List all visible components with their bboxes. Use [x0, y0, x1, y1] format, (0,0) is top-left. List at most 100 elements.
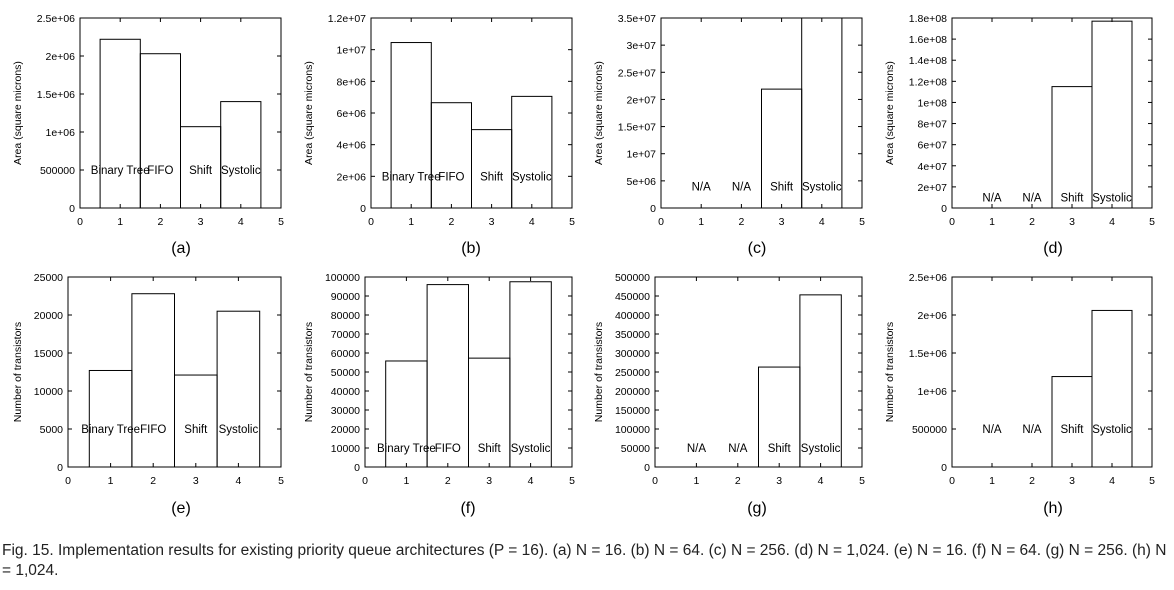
y-tick-label: 500000: [912, 424, 947, 436]
bar-label: FIFO: [147, 165, 173, 177]
y-axis-label: Number of transistors: [303, 322, 315, 422]
x-tick-label: 0: [949, 475, 955, 487]
x-tick-label: 1: [108, 475, 114, 487]
y-tick-label: 0: [354, 462, 360, 474]
x-tick-label: 3: [1069, 216, 1075, 228]
y-axis-label: Number of transistors: [884, 322, 896, 422]
y-tick-label: 2e+07: [918, 182, 948, 194]
chart-panel-e: 0 5000 10000 15000 20000 25000 0 1 2 3 4 5 Binary Tr…: [12, 272, 284, 517]
bar: [88, 369, 133, 468]
y-tick-label: 350000: [615, 329, 650, 341]
x-tick-label: 3: [193, 475, 199, 487]
chart-panel-b: 0 2e+06 4e+06 6e+06 8e+06 1e+07 1.2e+07 0 1 2 3 4 5 B…: [303, 13, 575, 257]
bar: [99, 38, 141, 209]
y-tick-label: 0: [57, 462, 63, 474]
bar: [509, 281, 552, 468]
y-tick-label: 0: [644, 462, 650, 474]
y-tick-label: 2.5e+07: [618, 67, 656, 79]
y-tick-label: 0: [941, 462, 947, 474]
y-tick-label: 6e+07: [918, 140, 948, 152]
y-tick-label: 500000: [40, 165, 75, 177]
x-tick-label: 2: [448, 216, 454, 228]
x-tick-label: 0: [949, 216, 955, 228]
bar-label: Shift: [184, 424, 208, 436]
x-tick-label: 3: [198, 216, 204, 228]
y-tick-label: 2e+07: [627, 94, 657, 106]
y-tick-label: 15000: [34, 348, 63, 360]
y-tick-label: 500000: [615, 272, 650, 284]
y-tick-label: 70000: [331, 329, 360, 341]
bar: [471, 129, 513, 209]
y-tick-label: 8e+06: [337, 76, 367, 88]
x-tick-label: 4: [235, 475, 241, 487]
panel-label: (e): [171, 500, 191, 517]
bar-label: N/A: [692, 181, 712, 193]
bar-label: N/A: [982, 192, 1002, 204]
y-tick-label: 80000: [331, 310, 360, 322]
y-tick-label: 400000: [615, 310, 650, 322]
y-tick-label: 2.5e+06: [37, 13, 75, 25]
bar: [430, 102, 472, 209]
bar-label: Binary Tree: [81, 424, 140, 436]
x-tick-label: 0: [652, 475, 658, 487]
panel-label: (d): [1043, 240, 1063, 257]
x-tick-label: 0: [658, 216, 664, 228]
bar-label: Systolic: [1092, 424, 1132, 436]
y-tick-label: 3.5e+07: [618, 13, 656, 25]
y-tick-label: 1.4e+08: [909, 55, 947, 67]
bar-label: Binary Tree: [377, 443, 436, 455]
y-tick-label: 4e+07: [918, 161, 948, 173]
y-tick-label: 60000: [331, 348, 360, 360]
bar: [799, 294, 842, 468]
bar-label: Systolic: [512, 171, 552, 183]
y-tick-label: 100000: [325, 272, 360, 284]
panel-label: (a): [171, 240, 191, 257]
y-tick-label: 90000: [331, 291, 360, 303]
chart-panel-d: 0 2e+07 4e+07 6e+07 8e+07 1e+08 1.2e+08 1.4e+08…: [884, 13, 1155, 257]
y-tick-label: 1e+06: [918, 386, 948, 398]
bar: [139, 53, 182, 209]
bar-label: Shift: [480, 171, 504, 183]
y-tick-label: 1.5e+06: [909, 348, 947, 360]
bar-label: Binary Tree: [91, 165, 150, 177]
panel-label: (f): [460, 500, 475, 517]
x-tick-label: 2: [738, 216, 744, 228]
chart-panel-g: 0500001000001500002000002500003000003500…: [593, 272, 865, 517]
y-tick-label: 1.6e+08: [909, 34, 947, 46]
bar-label: Systolic: [511, 443, 551, 455]
y-tick-label: 2e+06: [46, 51, 76, 63]
y-tick-label: 0: [941, 203, 947, 215]
bar-label: Systolic: [801, 443, 841, 455]
bar: [1051, 86, 1093, 209]
x-tick-label: 4: [818, 475, 824, 487]
chart-panel-h: 0 500000 1e+06 1.5e+06 2e+06 2.5e+06 0 1 2 3 4 5 N/A…: [884, 272, 1155, 517]
y-tick-label: 1.2e+08: [909, 76, 947, 88]
x-tick-label: 5: [278, 216, 284, 228]
x-tick-label: 3: [486, 475, 492, 487]
figure-caption: Fig. 15. Implementation results for exis…: [2, 542, 1167, 579]
bar: [216, 310, 261, 468]
bar-label: FIFO: [140, 424, 166, 436]
y-tick-label: 1e+07: [627, 149, 657, 161]
x-tick-label: 1: [408, 216, 414, 228]
bar-label: Shift: [478, 443, 502, 455]
bar-label: Shift: [1060, 424, 1084, 436]
bar-label: N/A: [1022, 192, 1042, 204]
x-tick-label: 5: [278, 475, 284, 487]
bar-label: N/A: [728, 443, 748, 455]
y-tick-label: 1.5e+06: [37, 89, 75, 101]
y-tick-label: 1.5e+07: [618, 122, 656, 134]
y-tick-label: 1.8e+08: [909, 13, 947, 25]
x-tick-label: 2: [1029, 475, 1035, 487]
panel-label: (c): [748, 240, 767, 257]
x-tick-label: 4: [529, 216, 535, 228]
x-tick-label: 1: [989, 475, 995, 487]
y-tick-label: 2e+06: [337, 171, 367, 183]
y-tick-label: 150000: [615, 405, 650, 417]
bar: [1091, 20, 1133, 209]
x-tick-label: 0: [77, 216, 83, 228]
y-tick-label: 40000: [331, 386, 360, 398]
bar-label: Binary Tree: [382, 171, 441, 183]
y-tick-label: 300000: [615, 348, 650, 360]
x-tick-label: 3: [1069, 475, 1075, 487]
